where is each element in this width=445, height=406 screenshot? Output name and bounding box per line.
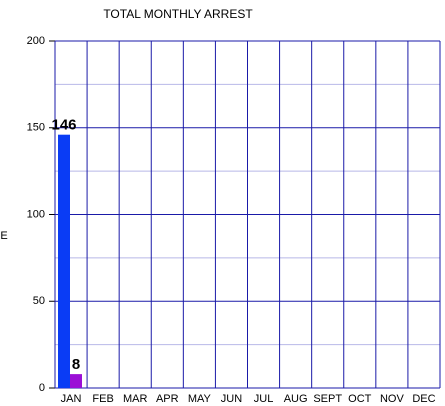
x-tick-label: DEC — [412, 393, 435, 405]
data-label: 8 — [72, 356, 80, 373]
y-axis-label: E — [0, 230, 7, 242]
x-tick-label: MAY — [188, 393, 212, 405]
x-tick-label: APR — [156, 393, 179, 405]
x-tick-label: JUN — [221, 393, 242, 405]
y-tick-label: 200 — [27, 35, 45, 47]
x-tick-label: NOV — [380, 393, 405, 405]
x-tick-label: OCT — [348, 393, 372, 405]
x-tick-label: MAR — [123, 393, 148, 405]
y-tick-label: 150 — [27, 122, 45, 134]
chart-title: TOTAL MONTHLY ARREST — [103, 7, 253, 21]
y-tick-label: 0 — [39, 382, 45, 394]
x-tick-label: SEPT — [313, 393, 342, 405]
y-tick-label: 50 — [33, 295, 45, 307]
data-label: 146 — [51, 117, 76, 134]
x-tick-label: JAN — [61, 393, 82, 405]
x-tick-label: FEB — [92, 393, 113, 405]
bar — [70, 374, 82, 388]
x-tick-label: AUG — [284, 393, 308, 405]
y-tick-label: 100 — [27, 208, 45, 220]
bar — [58, 134, 70, 388]
x-tick-label: JUL — [254, 393, 274, 405]
